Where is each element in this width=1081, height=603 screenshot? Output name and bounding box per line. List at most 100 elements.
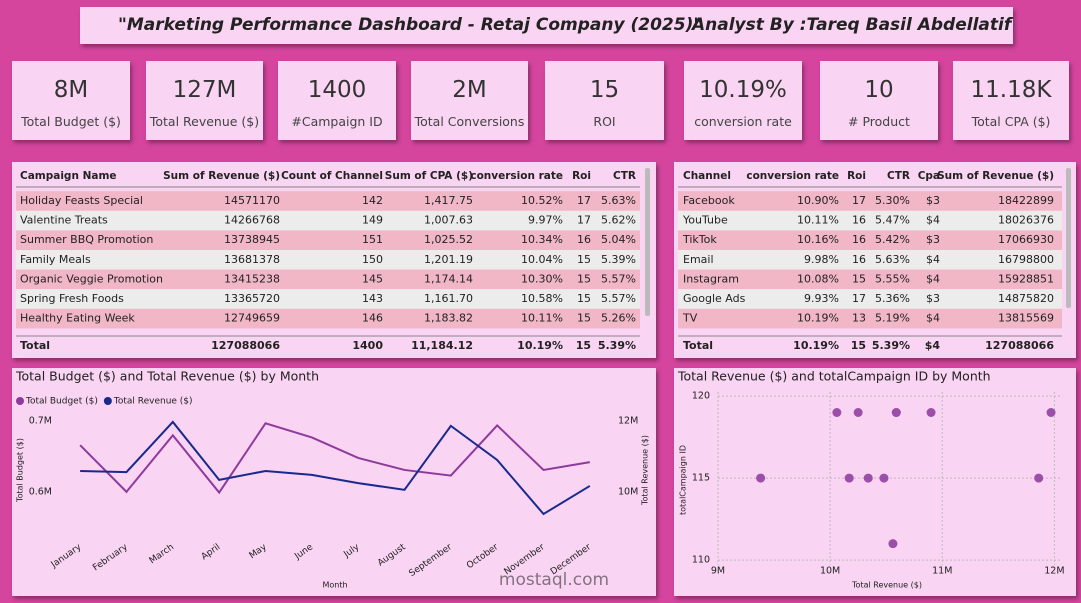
- total-cell: 5.39%: [872, 339, 910, 352]
- table-cell: 1,174.14: [424, 272, 473, 285]
- table-cell: 17: [852, 292, 866, 305]
- table-cell: 17: [577, 214, 591, 227]
- kpi-value: 10: [864, 77, 894, 103]
- row-band: [16, 289, 640, 309]
- table-cell: Spring Fresh Foods: [20, 292, 124, 305]
- total-cell: 11,184.12: [411, 339, 473, 352]
- scatter-point: [926, 407, 936, 417]
- kpi-card: 2M Total Conversions: [411, 61, 528, 140]
- kpi-label: #Campaign ID: [291, 114, 383, 129]
- x-tick-label: July: [342, 542, 362, 560]
- table-cell: Google Ads: [683, 292, 746, 305]
- x-tick-label: 9M: [711, 566, 725, 577]
- scatter-point: [832, 407, 842, 417]
- table-cell: Valentine Treats: [20, 214, 108, 227]
- kpi-value: 1400: [307, 77, 367, 103]
- y2-tick-label: 12M: [618, 415, 638, 426]
- table-cell: 13681378: [224, 253, 280, 266]
- kpi-value: 8M: [53, 77, 89, 103]
- table-cell: 10.52%: [521, 194, 563, 207]
- table-cell: 10.11%: [521, 312, 563, 325]
- table-cell: $3: [926, 233, 940, 246]
- table-cell: 10.34%: [521, 233, 563, 246]
- table-cell: 5.47%: [875, 214, 910, 227]
- legend-swatch: [103, 397, 112, 405]
- table-cell: 5.57%: [601, 292, 636, 305]
- table-cell: 17: [852, 194, 866, 207]
- y-tick-label: 115: [692, 473, 710, 484]
- x-tick-label: September: [407, 542, 454, 579]
- row-band: [678, 250, 1062, 270]
- kpi-card: 8M Total Budget ($): [12, 61, 130, 140]
- x-tick-label: June: [292, 542, 315, 562]
- table-cell: 5.55%: [875, 272, 910, 285]
- table-cell: 16: [577, 233, 591, 246]
- table-cell: 1,007.63: [424, 214, 473, 227]
- scatter-point: [853, 407, 863, 417]
- x-tick-label: April: [200, 542, 223, 562]
- table-cell: 9.93%: [804, 292, 839, 305]
- table-cell: 15: [577, 272, 591, 285]
- table-cell: 16: [852, 233, 866, 246]
- table-cell: 5.63%: [601, 194, 636, 207]
- kpi-label: conversion rate: [694, 114, 792, 129]
- row-band: [16, 230, 640, 250]
- table-cell: 1,201.19: [424, 253, 473, 266]
- scatter-panel: [674, 368, 1076, 596]
- x-axis-title: Total Revenue ($): [851, 581, 922, 590]
- column-header: CTR: [613, 170, 636, 182]
- kpi-card: 127M Total Revenue ($): [146, 61, 263, 140]
- table-cell: 13365720: [224, 292, 280, 305]
- total-cell: 5.39%: [598, 339, 636, 352]
- table-cell: Instagram: [683, 272, 739, 285]
- scatter-point: [1034, 473, 1044, 483]
- scatter-point: [888, 539, 898, 549]
- table-cell: 5.39%: [601, 253, 636, 266]
- table-cell: $3: [926, 292, 940, 305]
- table-cell: Summer BBQ Promotion: [20, 233, 153, 246]
- kpi-label: Total Revenue ($): [149, 114, 260, 129]
- kpi-card: 15 ROI: [545, 61, 664, 140]
- table-cell: 14875820: [998, 292, 1054, 305]
- table-cell: $3: [926, 194, 940, 207]
- line-chart-panel: [12, 368, 656, 596]
- legend-swatch: [16, 397, 24, 405]
- scrollbar: [645, 168, 650, 316]
- table-cell: 10.58%: [521, 292, 563, 305]
- kpi-value: 10.19%: [699, 77, 787, 103]
- scatter-point: [1046, 407, 1056, 417]
- table-cell: 13738945: [224, 233, 280, 246]
- table-cell: Organic Veggie Promotion: [20, 272, 163, 285]
- scatter-point: [891, 407, 901, 417]
- table-cell: 1,183.82: [424, 312, 473, 325]
- table-cell: 5.04%: [601, 233, 636, 246]
- row-band: [16, 210, 640, 231]
- row-band: [16, 191, 640, 211]
- total-cell: 127088066: [985, 339, 1054, 352]
- total-cell: $4: [925, 339, 941, 352]
- y-axis-title: Total Budget ($): [16, 438, 25, 503]
- table-cell: 16: [852, 214, 866, 227]
- table-cell: 15928851: [998, 272, 1054, 285]
- x-tick-label: 12M: [1044, 566, 1064, 577]
- kpi-value: 127M: [172, 77, 237, 103]
- scatter-point: [756, 473, 766, 483]
- table-cell: 5.19%: [875, 312, 910, 325]
- x-tick-label: February: [91, 542, 130, 573]
- table-cell: 18422899: [998, 194, 1054, 207]
- table-cell: 143: [362, 292, 383, 305]
- table-cell: 15: [577, 253, 591, 266]
- table-cell: 5.26%: [601, 312, 636, 325]
- table-cell: 151: [362, 233, 383, 246]
- total-cell: 15: [576, 339, 591, 352]
- table-cell: 10.16%: [797, 233, 839, 246]
- x-tick-label: 11M: [932, 566, 952, 577]
- table-cell: 9.97%: [528, 214, 563, 227]
- y2-tick-label: 10M: [618, 486, 638, 497]
- total-cell: 15: [851, 339, 866, 352]
- y-axis-title: totalCampaign ID: [679, 445, 688, 515]
- table-cell: 5.42%: [875, 233, 910, 246]
- kpi-card: 1400 #Campaign ID: [278, 61, 396, 140]
- total-cell: 10.19%: [517, 339, 563, 352]
- row-band: [678, 191, 1062, 211]
